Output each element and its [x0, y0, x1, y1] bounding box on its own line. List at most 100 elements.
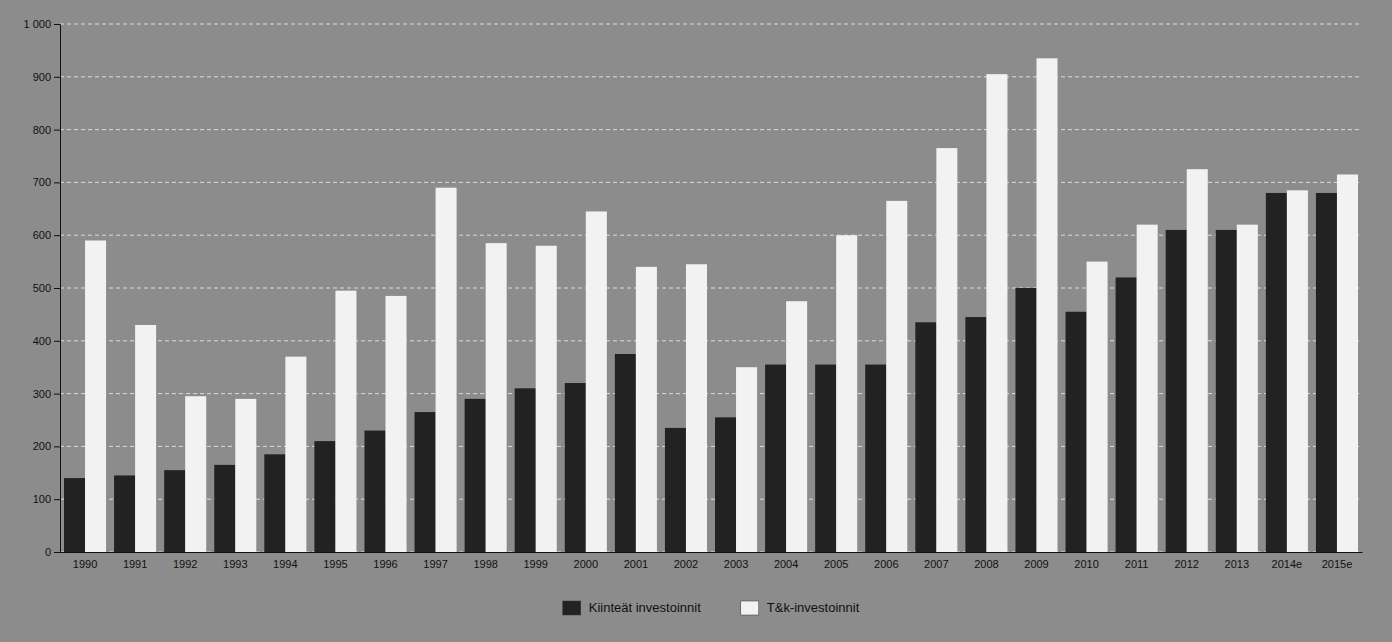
tick-label: 400 [33, 335, 51, 347]
axis-line [61, 552, 1363, 553]
tick: 500 [33, 282, 60, 294]
tick-mark [54, 341, 60, 342]
bar [865, 365, 886, 552]
tick-label: 2015e [1322, 558, 1353, 570]
legend-label: Kiinteät investoinnit [589, 600, 701, 615]
bar [786, 301, 807, 552]
bar [264, 454, 285, 552]
tick: 1997 [423, 558, 447, 570]
tick-label: 2008 [974, 558, 998, 570]
legend-label: T&k-investoinnit [767, 600, 860, 615]
tick: 2015e [1322, 558, 1353, 570]
tick: 2005 [824, 558, 848, 570]
tick-mark [54, 446, 60, 447]
grid-line [60, 182, 1362, 183]
tick: 2004 [774, 558, 798, 570]
tick-label: 2014e [1272, 558, 1303, 570]
tick: 800 [33, 124, 60, 136]
tick-mark [54, 235, 60, 236]
bar [715, 417, 736, 552]
tick: 1992 [173, 558, 197, 570]
bar [335, 291, 356, 552]
tick: 300 [33, 388, 60, 400]
bar [235, 399, 256, 552]
bar [314, 441, 335, 552]
tick: 2007 [924, 558, 948, 570]
tick-mark [54, 130, 60, 131]
tick-label: 2007 [924, 558, 948, 570]
bar [886, 201, 907, 552]
bar [665, 428, 686, 552]
bar [415, 412, 436, 552]
grid-line [60, 76, 1362, 77]
legend-swatch [563, 601, 581, 615]
tick: 2014e [1272, 558, 1303, 570]
tick: 1996 [373, 558, 397, 570]
tick: 2010 [1074, 558, 1098, 570]
tick-label: 2002 [674, 558, 698, 570]
bar [1166, 230, 1187, 552]
grid-line [60, 24, 1362, 25]
tick-label: 2006 [874, 558, 898, 570]
tick-mark [54, 288, 60, 289]
tick-label: 2000 [574, 558, 598, 570]
bar [936, 148, 957, 552]
tick-label: 600 [33, 229, 51, 241]
plot: 1990 1991 1992 1993 1994 1995 1996 1997 1998 1999… [23, 18, 1362, 570]
tick-label: 1995 [323, 558, 347, 570]
tick-label: 700 [33, 176, 51, 188]
bar [386, 296, 407, 552]
tick: 2001 [624, 558, 648, 570]
bar [536, 246, 557, 552]
series [85, 58, 1358, 552]
legend-swatch [741, 601, 759, 615]
tick-label: 1996 [373, 558, 397, 570]
tick: 900 [33, 71, 60, 83]
tick-label: 1994 [273, 558, 297, 570]
tick: 2012 [1174, 558, 1198, 570]
bar [1087, 262, 1108, 552]
tick-label: 1993 [223, 558, 247, 570]
bar [736, 367, 757, 552]
tick: 1993 [223, 558, 247, 570]
bar [1066, 312, 1087, 552]
tick-mark [54, 394, 60, 395]
tick: 0 [45, 546, 60, 558]
tick-label: 1997 [423, 558, 447, 570]
tick-label: 1991 [123, 558, 147, 570]
series [64, 193, 1337, 552]
tick-label: 2012 [1174, 558, 1198, 570]
bar [515, 388, 536, 552]
bar [965, 317, 986, 552]
bar [1316, 193, 1337, 552]
tick-label: 2011 [1125, 558, 1149, 570]
bar [486, 243, 507, 552]
bar [1187, 169, 1208, 552]
grid [60, 24, 1362, 552]
tick-label: 1990 [73, 558, 97, 570]
tick-mark [54, 182, 60, 183]
tick: 1995 [323, 558, 347, 570]
tick-label: 2009 [1024, 558, 1048, 570]
tick-mark [54, 24, 60, 25]
tick-label: 1992 [173, 558, 197, 570]
bar [1216, 230, 1237, 552]
bar [1237, 225, 1258, 552]
tick: 600 [33, 229, 60, 241]
bar [1015, 288, 1036, 552]
bar [1287, 190, 1308, 552]
axis-line [54, 25, 61, 553]
legend-item: T&k-investoinnit [741, 600, 860, 615]
bar [1337, 174, 1358, 552]
tick: 1998 [473, 558, 497, 570]
x-axis: 1990 1991 1992 1993 1994 1995 1996 1997 1998 1999… [61, 553, 1363, 570]
tick-label: 0 [45, 546, 51, 558]
tick: 1999 [523, 558, 547, 570]
bar [586, 211, 607, 552]
tick-label: 2005 [824, 558, 848, 570]
tick-label: 2001 [624, 558, 648, 570]
legend: Kiinteät investoinnit T&k-investoinnit [563, 600, 860, 615]
bar [135, 325, 156, 552]
tick-label: 2010 [1074, 558, 1098, 570]
legend-item: Kiinteät investoinnit [563, 600, 701, 615]
